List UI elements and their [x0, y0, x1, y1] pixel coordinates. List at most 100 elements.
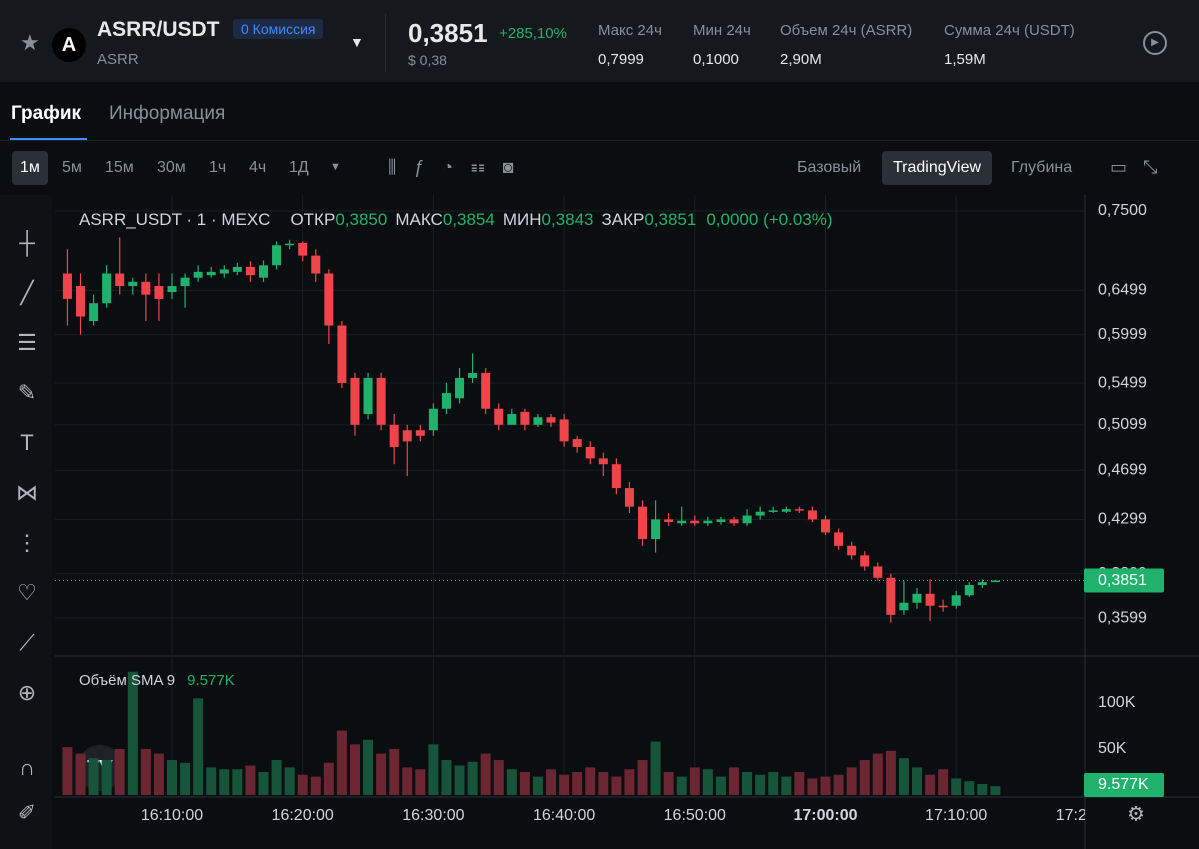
x-tick-label: 17:00:00	[793, 807, 857, 824]
x-tick-label: 16:50:00	[664, 807, 726, 824]
candle-body	[938, 605, 948, 608]
logo: A	[52, 28, 86, 62]
view-option[interactable]: Глубина	[1011, 159, 1073, 176]
star-icon[interactable]: ★	[20, 30, 40, 55]
candle-body	[807, 510, 817, 520]
play-icon[interactable]: ▶	[1143, 31, 1167, 55]
volume-bar	[559, 774, 570, 795]
tab[interactable]: График	[11, 103, 82, 124]
view-option[interactable]: TradingView	[882, 151, 993, 185]
volume-bar	[715, 776, 726, 795]
usd-price: $ 0,38	[408, 52, 447, 68]
candle-body	[638, 506, 648, 540]
interval-dropdown[interactable]: ▼	[330, 161, 341, 173]
interval[interactable]: 5м	[62, 159, 82, 176]
volume-bar	[794, 771, 805, 795]
legend-value: 0,3851	[644, 210, 696, 229]
header	[0, 0, 1199, 82]
volume-bar	[846, 767, 857, 795]
candle-body	[977, 582, 987, 586]
volume-bar	[167, 760, 177, 795]
candle-body	[285, 243, 295, 246]
volume-bar	[284, 767, 295, 795]
volume-bar	[363, 739, 374, 795]
x-tick-label: 16:10:00	[141, 807, 203, 824]
stat-label: Макс 24ч	[598, 22, 662, 39]
volume-bar	[323, 762, 334, 795]
volume-bar	[911, 767, 922, 795]
last-price-box	[1084, 568, 1164, 593]
drawing-tools[interactable]: ┼ ╱ ☰ ✎ T ⋈ ⋮ ♡ ⟋ ⊕	[16, 230, 38, 705]
interval[interactable]: 30м	[157, 159, 186, 176]
volume-bar	[624, 769, 635, 795]
volume-bar	[676, 776, 687, 795]
volume-bar	[193, 698, 204, 795]
candle-body	[899, 602, 909, 611]
legend-title: ASRR_USDT · 1 · MEXC	[79, 210, 270, 229]
candle-body	[821, 519, 830, 533]
legend-label: ЗАКР	[601, 210, 644, 229]
interval[interactable]: 1м	[12, 151, 48, 185]
tab[interactable]: Информация	[109, 103, 226, 124]
y-tick-label: 0,4699	[1098, 461, 1147, 478]
volume-bar	[180, 762, 191, 795]
candle-body	[389, 424, 399, 447]
tool-icons[interactable]: ⫼ƒ◔☷◙	[388, 157, 532, 177]
volume-bar	[206, 767, 217, 795]
stat-value: 0,7999	[598, 51, 644, 68]
volume-bar	[925, 774, 936, 795]
view-option[interactable]: Базовый	[797, 159, 862, 176]
legend-value: 0,3854	[443, 210, 495, 229]
candle-body	[481, 372, 491, 409]
candle-body	[886, 577, 896, 615]
tab-divider	[0, 140, 1199, 141]
volume-bar	[572, 771, 583, 795]
candle-body	[729, 519, 739, 524]
legend-change: 0,0000 (+0.03%)	[706, 210, 832, 229]
magnet-tools[interactable]: ∩ ✐	[17, 755, 37, 825]
volume-bar	[454, 765, 465, 795]
volume-bar	[663, 771, 674, 795]
candle-body	[232, 266, 242, 272]
dropdown-icon[interactable]: ▼	[350, 34, 364, 50]
candle-body	[990, 580, 1000, 583]
tab-underline	[10, 138, 87, 140]
volume-bar	[532, 776, 543, 795]
interval[interactable]: 1Д	[289, 159, 309, 176]
volume-bar	[127, 671, 138, 795]
volume-bar	[820, 776, 831, 795]
candle-body	[245, 266, 255, 276]
candle-body	[206, 271, 216, 276]
candle-body	[572, 439, 582, 447]
legend-label: МИН	[503, 210, 542, 229]
symbol[interactable]: ASRR/USDT	[97, 18, 220, 41]
volume-legend: Объём SMA 9 9.577K	[79, 672, 235, 689]
volume-bar	[833, 774, 844, 795]
y-tick-label: 0,6499	[1098, 282, 1147, 299]
interval[interactable]: 15м	[105, 159, 134, 176]
candle-body	[690, 520, 700, 524]
y-tick-label: 0,5099	[1098, 416, 1147, 433]
interval[interactable]: 4ч	[249, 159, 267, 176]
settings-icon[interactable]: ⚙	[1127, 803, 1145, 825]
candle-body	[102, 273, 112, 304]
candle-body	[847, 545, 857, 556]
volume-bar	[349, 744, 360, 795]
volume-bar	[872, 753, 883, 795]
legend-value: 0,3850	[335, 210, 387, 229]
candle-body	[441, 393, 451, 409]
volume-bar	[101, 760, 112, 795]
volume-bar	[951, 778, 962, 795]
commission-badge[interactable]: 0 Комиссия	[233, 19, 324, 39]
candle-body	[533, 417, 543, 425]
volume-bar	[885, 750, 896, 795]
candle-body	[768, 510, 778, 512]
candle-body	[455, 377, 465, 399]
candle-body	[193, 271, 203, 278]
interval[interactable]: 1ч	[209, 159, 227, 176]
legend-value: 0,3843	[541, 210, 593, 229]
layout-icons[interactable]: ▭⤡	[1110, 157, 1174, 177]
volume-bar	[938, 769, 949, 795]
volume-bar	[519, 771, 530, 795]
x-tick-label: 17:10:00	[925, 807, 987, 824]
